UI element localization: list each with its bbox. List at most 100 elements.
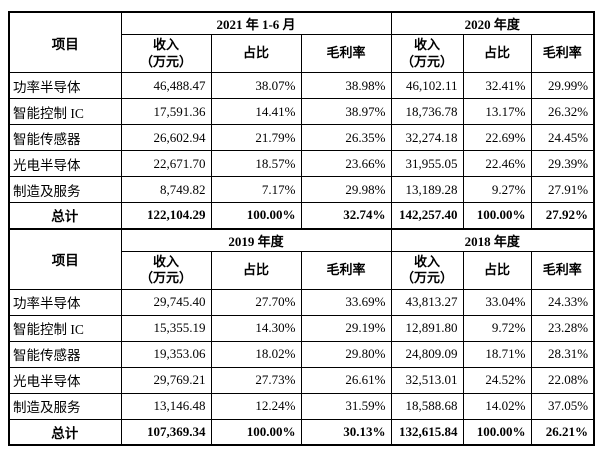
cell-value: 24.45% [530,124,595,151]
total-value: 26.21% [530,418,595,446]
table-row: 制造及服务 8,749.82 7.17% 29.98% 13,189.28 9.… [8,176,595,203]
cell-value: 9.27% [462,176,532,203]
revenue-breakdown-table: 项目 2021 年 1-6 月 2020 年度 收入 （万元） 占比 毛利率 收… [8,11,596,446]
cell-value: 31,955.05 [390,150,464,177]
total-value: 100.00% [210,202,302,229]
cell-value: 29,745.40 [120,288,212,316]
total-value: 30.13% [300,418,392,446]
period-header-2021h1: 2021 年 1-6 月 [120,11,392,35]
total-value: 100.00% [210,418,302,446]
cell-value: 14.30% [210,314,302,342]
table-row: 制造及服务 13,146.48 12.24% 31.59% 18,588.68 … [8,392,595,420]
column-header-margin: 毛利率 [300,34,392,73]
cell-value: 24.33% [530,288,595,316]
cell-value: 29,769.21 [120,366,212,394]
cell-value: 29.99% [530,72,595,99]
page: 项目 2021 年 1-6 月 2020 年度 收入 （万元） 占比 毛利率 收… [8,11,596,446]
cell-value: 19,353.06 [120,340,212,368]
row-label: 光电半导体 [8,366,122,394]
item-column-header: 项目 [8,227,122,290]
item-column-header: 项目 [8,11,122,73]
cell-value: 38.98% [300,72,392,99]
column-header-revenue: 收入 （万元） [390,34,464,73]
total-value: 142,257.40 [390,202,464,229]
row-label: 光电半导体 [8,150,122,177]
total-row: 总计 107,369.34 100.00% 30.13% 132,615.84 … [8,418,595,446]
cell-value: 23.28% [530,314,595,342]
total-label: 总计 [8,202,122,229]
row-label: 智能传感器 [8,340,122,368]
cell-value: 23.66% [300,150,392,177]
cell-value: 18.02% [210,340,302,368]
row-label: 智能控制 IC [8,98,122,125]
table-row: 功率半导体 46,488.47 38.07% 38.98% 46,102.11 … [8,72,595,99]
total-label: 总计 [8,418,122,446]
total-value: 122,104.29 [120,202,212,229]
period-header-row: 项目 2019 年度 2018 年度 [8,227,595,290]
cell-value: 37.05% [530,392,595,420]
cell-value: 9.72% [462,314,532,342]
cell-value: 22.69% [462,124,532,151]
cell-value: 21.79% [210,124,302,151]
table-row: 功率半导体 29,745.40 27.70% 33.69% 43,813.27 … [8,288,595,316]
column-header-row: 收入 （万元） 占比 毛利率 收入 （万元） 占比 毛利率 [9,34,595,73]
period-header-2020: 2020 年度 [390,11,595,35]
cell-value: 14.41% [210,98,302,125]
cell-value: 26.61% [300,366,392,394]
cell-value: 13,189.28 [390,176,464,203]
cell-value: 17,591.36 [120,98,212,125]
table-row: 智能控制 IC 17,591.36 14.41% 38.97% 18,736.7… [8,98,595,125]
row-label: 智能控制 IC [8,314,122,342]
cell-value: 13,146.48 [120,392,212,420]
cell-value: 18,588.68 [390,392,464,420]
cell-value: 18,736.78 [390,98,464,125]
column-header-share: 占比 [462,250,532,290]
cell-value: 26.35% [300,124,392,151]
cell-value: 32,274.18 [390,124,464,151]
cell-value: 22,671.70 [120,150,212,177]
cell-value: 12,891.80 [390,314,464,342]
column-header-row: 收入 （万元） 占比 毛利率 收入 （万元） 占比 毛利率 [9,250,595,290]
total-value: 27.92% [530,202,595,229]
cell-value: 26,602.94 [120,124,212,151]
cell-value: 33.04% [462,288,532,316]
total-value: 132,615.84 [390,418,464,446]
column-header-margin: 毛利率 [530,34,595,73]
column-header-share: 占比 [210,34,302,73]
total-value: 32.74% [300,202,392,229]
total-value: 100.00% [462,418,532,446]
cell-value: 12.24% [210,392,302,420]
column-header-share: 占比 [210,250,302,290]
row-label: 制造及服务 [8,392,122,420]
table-row: 智能传感器 19,353.06 18.02% 29.80% 24,809.09 … [8,340,595,368]
cell-value: 27.91% [530,176,595,203]
cell-value: 29.19% [300,314,392,342]
table-row: 智能控制 IC 15,355.19 14.30% 29.19% 12,891.8… [8,314,595,342]
cell-value: 24.52% [462,366,532,394]
cell-value: 46,102.11 [390,72,464,99]
total-value: 100.00% [462,202,532,229]
cell-value: 18.71% [462,340,532,368]
column-header-revenue: 收入 （万元） [120,250,212,290]
total-row: 总计 122,104.29 100.00% 32.74% 142,257.40 … [8,202,595,229]
period-header-2019: 2019 年度 [120,227,392,252]
cell-value: 18.57% [210,150,302,177]
period-header-row: 项目 2021 年 1-6 月 2020 年度 [8,11,595,73]
cell-value: 33.69% [300,288,392,316]
row-label: 制造及服务 [8,176,122,203]
row-label: 智能传感器 [8,124,122,151]
cell-value: 24,809.09 [390,340,464,368]
table-row: 智能传感器 26,602.94 21.79% 26.35% 32,274.18 … [8,124,595,151]
cell-value: 29.80% [300,340,392,368]
cell-value: 14.02% [462,392,532,420]
cell-value: 27.73% [210,366,302,394]
column-header-revenue: 收入 （万元） [390,250,464,290]
period-header-2018: 2018 年度 [390,227,595,252]
table-row: 光电半导体 29,769.21 27.73% 26.61% 32,513.01 … [8,366,595,394]
column-header-revenue: 收入 （万元） [120,34,212,73]
cell-value: 31.59% [300,392,392,420]
cell-value: 26.32% [530,98,595,125]
cell-value: 29.39% [530,150,595,177]
cell-value: 8,749.82 [120,176,212,203]
cell-value: 46,488.47 [120,72,212,99]
